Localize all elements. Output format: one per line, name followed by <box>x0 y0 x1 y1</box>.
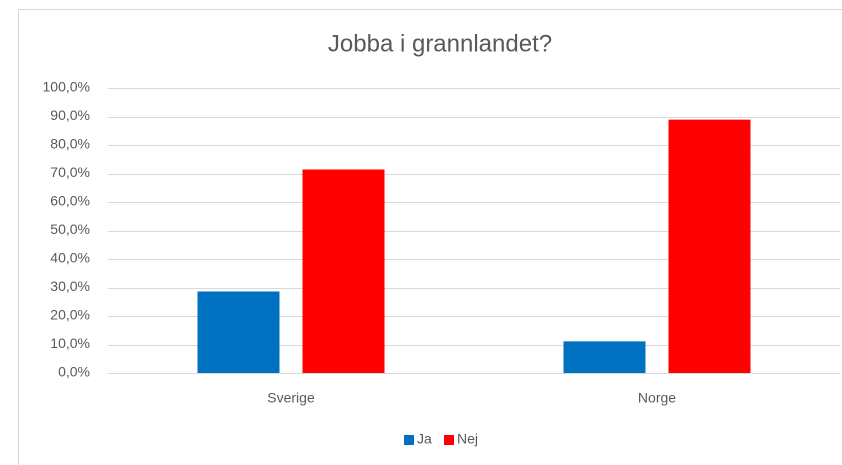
y-tick-label: 100,0% <box>43 79 90 95</box>
legend-swatch <box>444 435 454 445</box>
legend-label: Nej <box>457 431 478 447</box>
bar <box>302 169 385 373</box>
bar <box>563 341 646 373</box>
x-tick-label: Norge <box>638 390 676 406</box>
y-tick-label: 0,0% <box>58 364 90 380</box>
y-tick-label: 80,0% <box>50 136 90 152</box>
y-tick-label: 90,0% <box>50 107 90 123</box>
legend-label: Ja <box>417 431 432 447</box>
chart-title: Jobba i grannlandet? <box>328 30 552 57</box>
y-tick-label: 40,0% <box>50 250 90 266</box>
bar <box>197 291 280 373</box>
y-tick-label: 50,0% <box>50 221 90 237</box>
y-tick-label: 20,0% <box>50 307 90 323</box>
bar <box>668 119 751 373</box>
y-tick-label: 30,0% <box>50 278 90 294</box>
y-tick-label: 10,0% <box>50 335 90 351</box>
y-tick-label: 70,0% <box>50 164 90 180</box>
y-tick-label: 60,0% <box>50 193 90 209</box>
legend-swatch <box>404 435 414 445</box>
x-tick-label: Sverige <box>267 390 315 406</box>
